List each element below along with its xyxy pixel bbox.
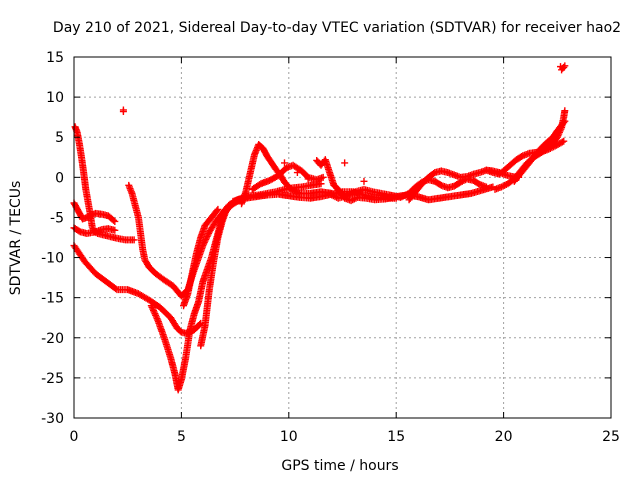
data-point-marker — [560, 119, 568, 127]
x-axis-title: GPS time / hours — [281, 458, 398, 474]
data-point-marker — [110, 216, 118, 224]
y-tick-label: -25 — [41, 371, 64, 387]
data-series — [510, 117, 569, 185]
data-point-marker — [560, 63, 568, 71]
data-point-marker — [130, 236, 138, 244]
y-tick-label: -20 — [41, 331, 64, 347]
axis-ticks — [73, 56, 612, 419]
data-point-marker — [304, 175, 312, 183]
data-point-marker — [349, 196, 357, 204]
data-point-marker — [497, 183, 505, 191]
x-tick-label: 10 — [280, 429, 298, 445]
data-point-marker — [560, 137, 568, 145]
x-tick-label: 5 — [177, 429, 186, 445]
data-point-marker — [150, 308, 158, 316]
data-point-marker — [152, 311, 160, 319]
data-point-marker — [561, 107, 569, 115]
data-series — [197, 205, 231, 350]
y-tick-label: -15 — [41, 291, 64, 307]
data-point-marker — [293, 169, 301, 177]
x-tick-label: 0 — [70, 429, 79, 445]
data-point-marker — [350, 195, 358, 203]
y-tick-label: -5 — [50, 210, 64, 226]
data-point-marker — [223, 205, 231, 213]
x-tick-label: 15 — [387, 429, 405, 445]
data-series — [328, 175, 490, 202]
y-tick-label: 0 — [55, 170, 64, 186]
y-tick-label: -30 — [41, 411, 64, 427]
data-point-marker — [501, 181, 509, 189]
data-point-marker — [151, 310, 159, 318]
y-tick-label: 10 — [46, 90, 64, 106]
data-series — [70, 199, 119, 225]
x-tick-labels: 0 5 10 15 20 25 — [70, 429, 620, 445]
data-series — [233, 188, 400, 204]
data-point-marker — [319, 173, 327, 181]
data-point-marker — [281, 159, 289, 167]
data-point-marker — [148, 303, 156, 311]
data-point-marker — [360, 177, 368, 185]
data-point-marker — [341, 159, 349, 167]
data-series — [70, 242, 205, 338]
x-tick-label: 20 — [495, 429, 513, 445]
data-point-marker — [213, 207, 221, 215]
y-tick-labels: -30 -25 -20 -15 -10 -5 0 5 10 15 — [41, 50, 64, 427]
y-tick-label: -10 — [41, 251, 64, 267]
x-tick-label: 25 — [602, 429, 620, 445]
y-tick-label: 5 — [55, 130, 64, 146]
data-point-marker — [111, 226, 119, 234]
data-point-marker — [561, 117, 569, 125]
data-point-marker — [152, 313, 160, 321]
chart-title: Day 210 of 2021, Sidereal Day-to-day VTE… — [53, 20, 621, 36]
data-point-marker — [149, 307, 157, 315]
data-points — [70, 62, 569, 394]
grid-lines — [74, 57, 611, 418]
data-point-marker — [482, 183, 490, 191]
data-point-marker — [561, 62, 569, 70]
y-axis-title: SDTVAR / TECUs — [8, 181, 24, 296]
data-point-marker — [392, 194, 400, 202]
data-point-marker — [347, 197, 355, 205]
y-tick-label: 15 — [46, 50, 64, 66]
data-point-marker — [214, 205, 222, 213]
data-point-marker — [119, 108, 127, 116]
plot-frame — [73, 56, 612, 419]
data-point-marker — [111, 217, 119, 225]
data-point-marker — [558, 138, 566, 146]
data-series — [71, 123, 138, 244]
data-series — [119, 62, 569, 185]
data-point-marker — [153, 315, 161, 323]
data-series — [70, 224, 119, 237]
data-point-marker — [499, 182, 507, 190]
data-series — [180, 205, 222, 310]
data-point-marker — [149, 305, 157, 313]
data-point-marker — [147, 302, 155, 310]
data-point-marker — [112, 285, 120, 293]
